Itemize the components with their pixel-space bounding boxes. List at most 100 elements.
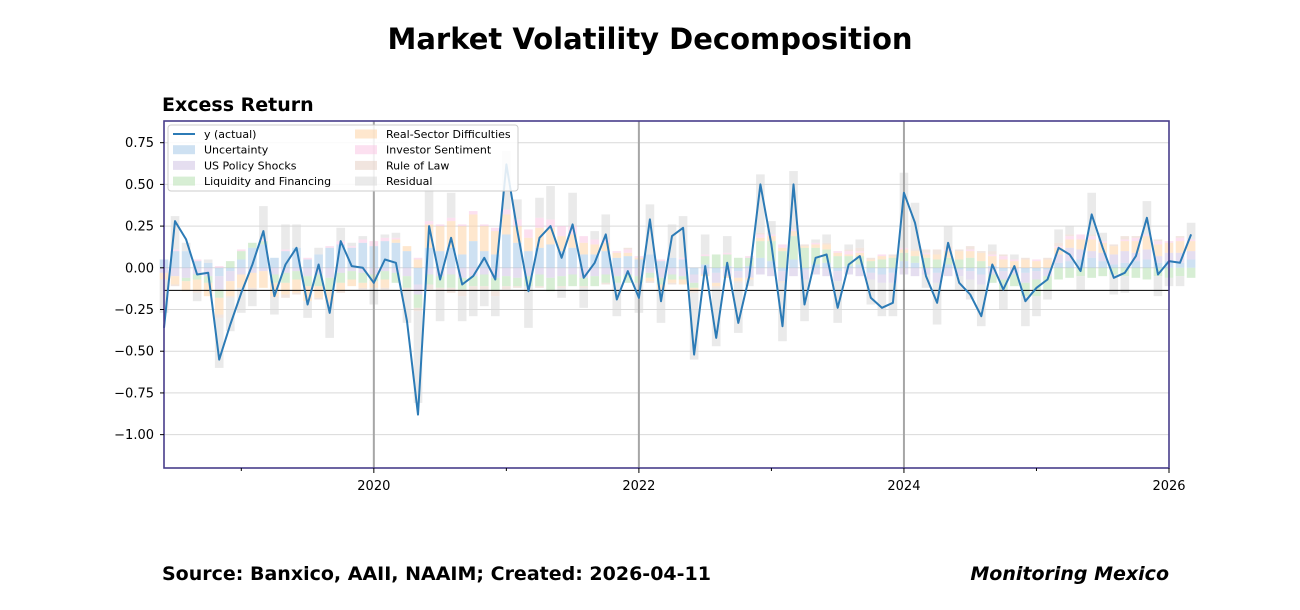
bar-segment <box>314 267 323 275</box>
bar-segment <box>237 287 246 313</box>
bar-segment <box>557 287 566 298</box>
bar-segment <box>965 279 975 300</box>
bar-segment <box>1076 239 1085 250</box>
bar-segment <box>358 272 368 283</box>
bar-segment <box>1131 241 1141 253</box>
bar-segment <box>811 244 820 248</box>
bar-segment <box>192 291 202 293</box>
bar-segment <box>756 241 765 258</box>
bar-segment <box>1043 269 1052 277</box>
bar-segment <box>479 267 489 275</box>
bar-segment <box>844 251 854 255</box>
bar-segment <box>822 262 831 268</box>
bar-segment <box>987 244 997 252</box>
bar-segment <box>1021 267 1030 273</box>
bar-segment <box>281 272 290 283</box>
bar-segment <box>590 276 600 287</box>
legend-swatch <box>355 176 377 186</box>
bar-segment <box>292 279 301 293</box>
bar-segment <box>270 282 279 297</box>
bar-segment <box>225 267 235 272</box>
bar-segment <box>468 211 478 215</box>
bar-segment <box>391 232 401 238</box>
y-tick-label: 0.50 <box>125 178 154 193</box>
bar-segment <box>568 192 577 227</box>
bar-segment <box>435 224 445 227</box>
bar-segment <box>623 252 633 257</box>
legend-swatch <box>173 145 195 155</box>
bar-segment <box>435 226 445 252</box>
bar-segment <box>921 254 931 258</box>
bar-segment <box>546 244 555 268</box>
bar-segment <box>524 251 533 268</box>
bar-segment <box>446 192 456 218</box>
bar-segment <box>557 286 566 288</box>
bar-segment <box>645 277 655 282</box>
bar-segment <box>325 304 334 338</box>
bar-segment <box>524 276 533 287</box>
bar-segment <box>468 286 478 292</box>
bar-segment <box>689 291 699 293</box>
bar-segment <box>214 276 224 290</box>
bar-segment <box>1120 239 1130 242</box>
bar-segment <box>1120 241 1130 252</box>
bar-segment <box>590 267 600 277</box>
bar-segment <box>457 226 467 255</box>
bar-segment <box>844 267 854 275</box>
bar-segment <box>722 267 732 277</box>
bar-segment <box>711 272 721 283</box>
bar-segment <box>413 307 423 312</box>
bar-segment <box>1142 267 1152 280</box>
bar-segment <box>601 239 611 243</box>
bar-segment <box>1087 251 1096 258</box>
bar-segment <box>557 236 566 252</box>
bar-segment <box>435 267 445 277</box>
y-axis-ticks: 0.75 0.50 0.25 0.00 −0.25 −0.50 −0.75 −1.00 <box>114 136 164 443</box>
bar-segment <box>502 209 511 215</box>
bar-segment <box>270 267 279 275</box>
bar-segment <box>667 267 677 275</box>
bar-segment <box>722 276 732 278</box>
bar-segment <box>413 257 423 260</box>
bar-segment <box>281 267 290 273</box>
bar-segment <box>1175 237 1185 242</box>
bar-segment <box>380 237 390 242</box>
bar-segment <box>1087 267 1096 278</box>
bar-segment <box>192 267 202 275</box>
bar-segment <box>910 249 920 252</box>
bar-segment <box>248 289 257 307</box>
bar-segment <box>1054 229 1063 243</box>
bar-segment <box>170 284 180 287</box>
bar-segment <box>1087 234 1096 237</box>
bar-segment <box>347 279 357 287</box>
bar-segment <box>888 267 898 273</box>
bar-segment <box>756 234 765 238</box>
y-tick-label: −0.50 <box>114 345 154 360</box>
bar-segment <box>811 267 820 275</box>
bar-segment <box>1109 246 1119 255</box>
bar-segment <box>524 229 533 238</box>
bar-segment <box>1087 236 1096 240</box>
bar-segment <box>921 274 931 288</box>
legend-swatch <box>173 176 195 186</box>
bar-segment <box>1186 251 1196 260</box>
bar-segment <box>457 224 467 227</box>
bar-segment <box>844 254 854 257</box>
bar-segment <box>1175 241 1185 253</box>
bar-segment <box>1054 254 1063 263</box>
bar-segment <box>623 256 633 268</box>
bar-segment <box>811 239 820 243</box>
bar-segment <box>568 274 577 287</box>
bar-segment <box>767 267 776 277</box>
bar-segment <box>1021 259 1030 268</box>
bar-segment <box>259 239 268 242</box>
bar-segment <box>579 236 588 243</box>
bar-segment <box>645 204 655 255</box>
bar-segment <box>1065 226 1074 235</box>
bar-segment <box>954 259 964 268</box>
bar-segment <box>1109 267 1119 275</box>
bar-segment <box>745 279 754 287</box>
bar-segment <box>502 214 511 235</box>
bar-segment <box>700 254 710 257</box>
bar-segment <box>855 247 865 252</box>
